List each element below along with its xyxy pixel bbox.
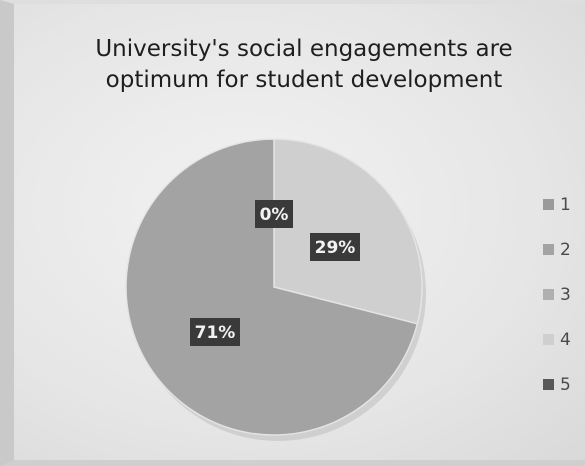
chart-title: University's social engagements are opti…: [34, 34, 574, 96]
data-label-2: 71%: [190, 318, 240, 346]
legend-label-4: 4: [560, 329, 571, 350]
legend-item-4: 4: [543, 325, 585, 354]
data-label-text-4: 29%: [315, 238, 356, 258]
legend-swatch-4: [543, 334, 554, 345]
data-label-box-4: [310, 233, 360, 261]
legend-label-5: 5: [560, 374, 571, 395]
data-label-text-1: 0%: [260, 205, 289, 225]
pie-slice-2: [125, 138, 419, 436]
pie-chart: 0% 71% 29%: [125, 138, 426, 441]
legend-label-1: 1: [560, 194, 571, 215]
legend-swatch-1: [543, 199, 554, 210]
chart-title-line-2: optimum for student development: [105, 67, 503, 93]
legend-swatch-3: [543, 289, 554, 300]
legend-item-1: 1: [543, 190, 585, 219]
legend-item-3: 3: [543, 280, 585, 309]
data-label-1: 0%: [255, 200, 293, 228]
data-label-4: 29%: [310, 233, 360, 261]
data-label-text-2: 71%: [195, 323, 236, 343]
chart-legend: 1 2 3 4 5: [543, 190, 585, 415]
legend-label-3: 3: [560, 284, 571, 305]
chart-title-line-1: University's social engagements are: [95, 36, 513, 62]
data-label-box-2: [190, 318, 240, 346]
legend-label-2: 2: [560, 239, 571, 260]
legend-swatch-5: [543, 379, 554, 390]
legend-item-5: 5: [543, 370, 585, 399]
data-label-box-1: [255, 200, 293, 228]
legend-swatch-2: [543, 244, 554, 255]
pie-slice-4: [273, 138, 423, 325]
legend-item-2: 2: [543, 235, 585, 264]
